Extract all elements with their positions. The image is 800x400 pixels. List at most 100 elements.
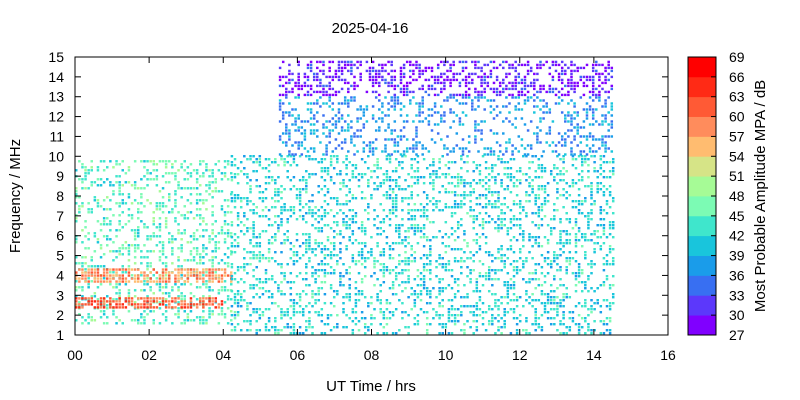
heatmap-cell [155,208,159,211]
heatmap-cell [320,248,324,251]
heatmap-cell [478,260,482,263]
heatmap-cell [314,239,317,242]
heatmap-cell [540,155,544,158]
heatmap-cell [223,160,227,163]
heatmap-cell [362,108,366,111]
heatmap-cell [223,262,227,265]
heatmap-cell [316,72,319,76]
heatmap-cell [498,111,502,114]
heatmap-cell [243,269,246,272]
heatmap-cell [249,200,252,203]
heatmap-cell [542,150,545,153]
heatmap-cell [440,87,443,91]
heatmap-cell [444,164,448,167]
heatmap-cell [189,283,193,286]
heatmap-cell [531,272,534,275]
heatmap-cell [405,150,409,153]
heatmap-cell [509,263,513,266]
heatmap-cell [211,268,214,271]
heatmap-cell [553,257,556,260]
heatmap-cell [553,260,556,263]
heatmap-cell [579,96,583,99]
heatmap-cell [463,191,466,194]
heatmap-cell [351,257,355,260]
heatmap-cell [102,181,106,184]
heatmap-cell [500,296,503,299]
heatmap-cell [607,111,610,114]
heatmap-cell [223,313,227,316]
heatmap-cell [146,238,149,241]
heatmap-cell [189,250,193,253]
heatmap-cell [577,263,581,266]
heatmap-cell [106,244,109,247]
heatmap-cell [505,84,508,88]
heatmap-cell [388,269,392,272]
heatmap-cell [474,87,477,91]
heatmap-cell [568,251,572,254]
heatmap-cell [601,105,604,108]
heatmap-cell [152,310,155,313]
heatmap-cell [109,280,112,283]
heatmap-cell [183,187,186,190]
heatmap-cell [441,266,444,269]
heatmap-cell [425,215,429,218]
heatmap-cell [297,96,300,99]
heatmap-cell [146,280,149,283]
heatmap-cell [345,224,348,227]
heatmap-cell [441,236,444,239]
heatmap-cell [483,87,486,91]
heatmap-cell [436,93,440,97]
heatmap-cell [421,96,424,99]
heatmap-cell [534,329,537,332]
heatmap-cell [539,84,542,88]
heatmap-cell [280,212,283,215]
heatmap-cell [422,212,426,215]
x-tick-label: 08 [364,347,380,363]
heatmap-cell [343,99,347,102]
heatmap-cell [243,212,246,215]
heatmap-cell [270,161,274,164]
heatmap-cell [571,206,575,209]
heatmap-cell [409,69,412,73]
heatmap-cell [347,105,350,108]
heatmap-cell [353,87,356,91]
heatmap-cell [348,236,351,239]
heatmap-cell [534,224,537,227]
heatmap-cell [258,161,262,164]
heatmap-cell [536,63,539,67]
heatmap-cell [102,306,106,309]
heatmap-cell [533,111,536,114]
heatmap-cell [506,167,510,170]
heatmap-cell [270,236,274,239]
heatmap-cell [518,179,522,182]
heatmap-cell [440,117,443,120]
heatmap-cell [419,284,423,287]
heatmap-cell [233,326,237,329]
heatmap-cell [599,311,603,314]
heatmap-cell [388,194,392,197]
heatmap-cell [360,248,364,251]
heatmap-cell [311,215,314,218]
heatmap-cell [130,274,134,277]
heatmap-cell [331,102,335,105]
heatmap-cell [543,197,547,200]
heatmap-cell [478,296,482,299]
heatmap-cell [469,200,472,203]
heatmap-cell [342,224,345,227]
heatmap-cell [495,114,499,117]
heatmap-cell [233,311,237,314]
heatmap-cell [199,262,202,265]
heatmap-cell [522,233,525,236]
heatmap-cell [419,272,423,275]
heatmap-cell [584,158,587,161]
heatmap-cell [174,160,177,163]
heatmap-cell [332,242,336,245]
heatmap-cell [399,153,403,156]
heatmap-cell [410,224,413,227]
heatmap-cell [255,212,258,215]
heatmap-cell [102,271,106,274]
heatmap-cell [562,251,565,254]
heatmap-cell [343,60,347,64]
heatmap-cell [466,305,469,308]
heatmap-cell [422,311,426,314]
